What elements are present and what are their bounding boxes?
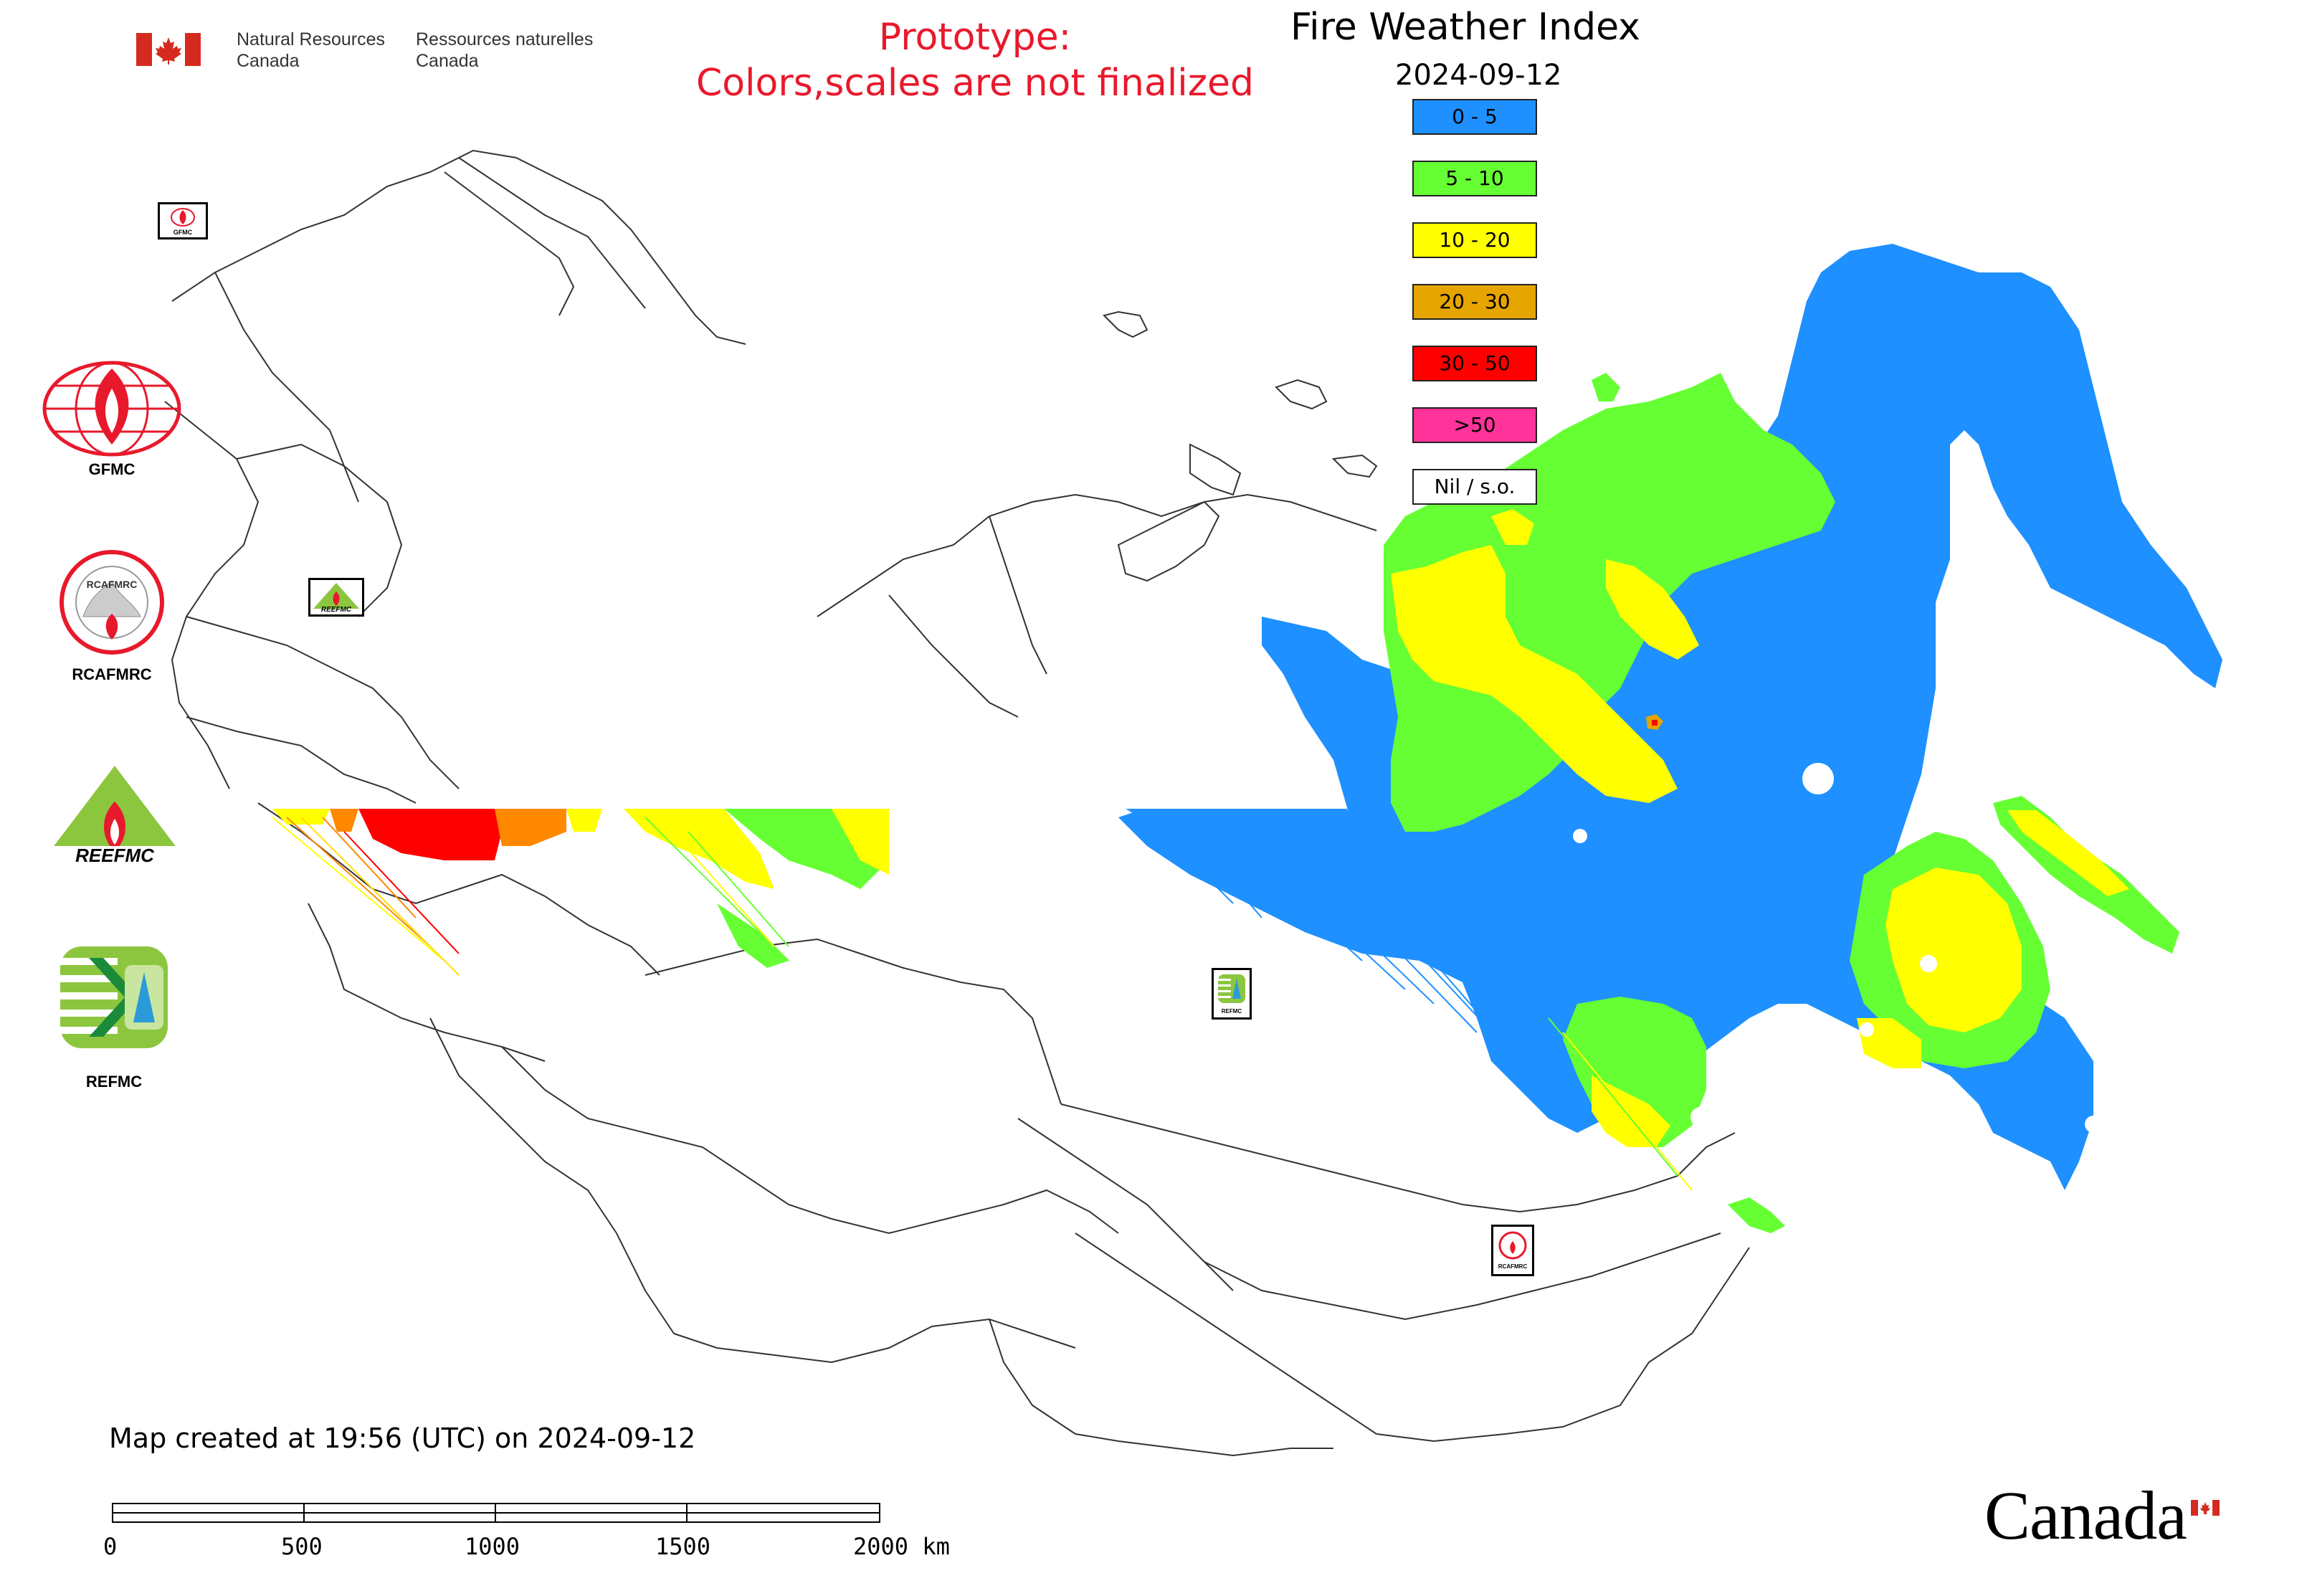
legend-item-20-30: 20 - 30 — [1412, 284, 1537, 320]
scale-label-1500: 1500 — [655, 1533, 711, 1560]
country-borders — [164, 149, 1750, 1457]
wordmark-flag-icon — [2191, 1500, 2220, 1516]
canada-wordmark: Canada — [1984, 1477, 2187, 1554]
scale-label-1000: 1000 — [465, 1533, 520, 1560]
gfmc-marker-label: GFMC — [173, 229, 193, 236]
rcafmrc-logo: RCAFMRC RCAFMRC — [40, 545, 184, 688]
scale-label-500: 500 — [281, 1533, 323, 1560]
refmc-map-marker[interactable]: REFMC — [1212, 968, 1252, 1020]
legend-label: 20 - 30 — [1439, 290, 1511, 313]
legend-item-nil: Nil / s.o. — [1412, 469, 1537, 505]
refmc-caption: REFMC — [85, 1073, 143, 1091]
fwi-coverage — [1118, 244, 2222, 1233]
map-created-note: Map created at 19:56 (UTC) on 2024-09-12 — [109, 1422, 696, 1454]
org-name-en-line1: Natural Resources — [237, 29, 386, 49]
legend-label: 10 - 20 — [1439, 228, 1511, 252]
prototype-warning: Prototype: Colors,scales are not finaliz… — [645, 14, 1305, 106]
fwi-band-west — [272, 809, 889, 968]
scale-bar — [112, 1503, 880, 1524]
prototype-line1: Prototype: — [878, 16, 1072, 59]
legend-item-10-20: 10 - 20 — [1412, 222, 1537, 258]
legend-label: 0 - 5 — [1452, 105, 1498, 128]
reefmc-logo: REEFMC — [36, 763, 194, 878]
gfmc-map-marker[interactable]: GFMC — [158, 202, 208, 239]
map-date: 2024-09-12 — [1395, 59, 1562, 92]
legend-item-0-5: 0 - 5 — [1412, 99, 1537, 135]
legend-item-30-50: 30 - 50 — [1412, 346, 1537, 381]
legend-label: 30 - 50 — [1439, 351, 1511, 375]
rcafmrc-marker-label: RCAFMRC — [1498, 1263, 1528, 1270]
fwi-streaks-west — [272, 817, 789, 976]
reefmc-marker-label: REEFMC — [321, 606, 352, 614]
refmc-logo: REFMC — [46, 944, 182, 1091]
legend-item-over-50: >50 — [1412, 407, 1537, 443]
svg-text:RCAFMRC: RCAFMRC — [87, 579, 138, 590]
rcafmrc-map-marker[interactable]: RCAFMRC — [1491, 1225, 1534, 1276]
reefmc-map-marker[interactable]: REEFMC — [308, 578, 364, 617]
fwi-streaks-east — [1126, 809, 1693, 1191]
legend-label: Nil / s.o. — [1434, 475, 1516, 498]
rcafmrc-caption: RCAFMRC — [72, 665, 152, 683]
legend-label: 5 - 10 — [1445, 166, 1504, 190]
org-name-en: Natural Resources Canada — [237, 29, 385, 72]
org-name-en-line2: Canada — [237, 51, 300, 71]
map-title: Fire Weather Index — [1290, 6, 1640, 49]
legend-label: >50 — [1453, 413, 1496, 437]
prototype-line2: Colors,scales are not finalized — [695, 62, 1255, 105]
reefmc-wordmark: REEFMC — [75, 845, 155, 866]
org-name-fr-line2: Canada — [416, 51, 479, 71]
scale-label-0: 0 — [103, 1533, 118, 1560]
gfmc-caption: GFMC — [88, 460, 135, 478]
org-name-fr-line1: Ressources naturelles — [416, 29, 594, 49]
org-name-fr: Ressources naturelles Canada — [416, 29, 593, 72]
refmc-marker-label: REFMC — [1222, 1008, 1242, 1015]
gfmc-logo: GFMC — [40, 358, 184, 478]
legend-item-5-10: 5 - 10 — [1412, 161, 1537, 196]
canada-flag-icon — [136, 33, 201, 66]
scale-label-2000-km: 2000 km — [853, 1533, 950, 1560]
